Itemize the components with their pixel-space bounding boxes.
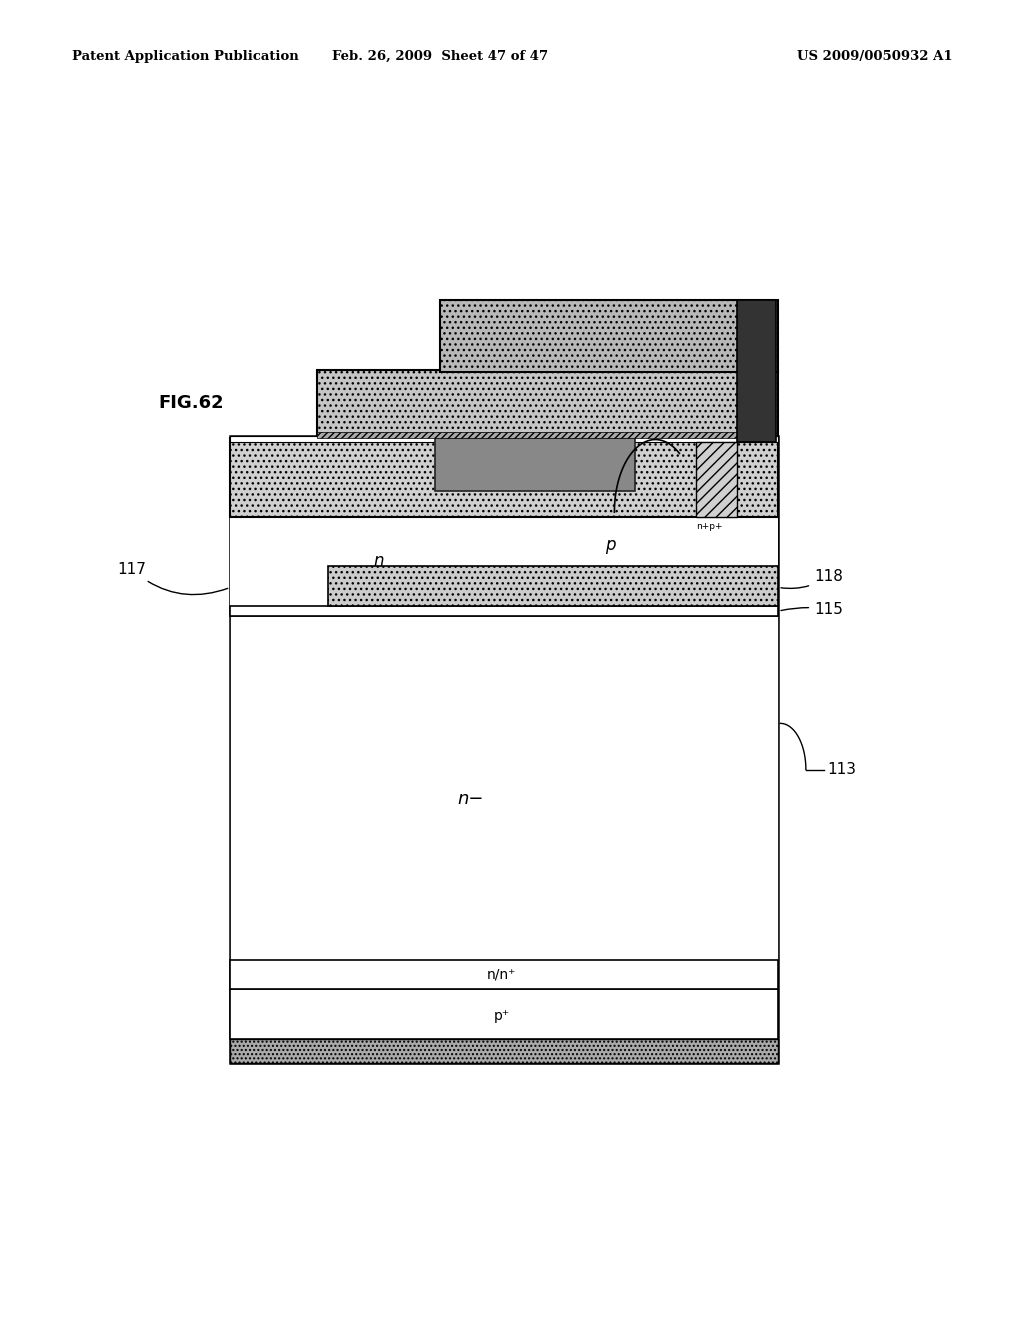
Bar: [230, 606, 778, 616]
Bar: [737, 300, 776, 442]
Text: FIG.62: FIG.62: [159, 393, 224, 412]
Bar: [440, 300, 778, 372]
Bar: [230, 438, 778, 517]
Text: n+p+: n+p+: [696, 523, 723, 531]
Text: n/n⁺: n/n⁺: [487, 968, 516, 981]
Bar: [435, 438, 635, 491]
Text: p⁺: p⁺: [494, 1010, 510, 1023]
Bar: [230, 517, 778, 606]
Bar: [328, 566, 778, 606]
Bar: [230, 1039, 778, 1063]
Text: n−: n−: [458, 789, 484, 808]
Bar: [230, 989, 778, 1039]
Text: n: n: [374, 552, 384, 570]
Text: 113: 113: [827, 762, 856, 777]
Text: 118: 118: [781, 569, 843, 589]
Bar: [230, 616, 778, 960]
Bar: [696, 442, 737, 517]
Text: Feb. 26, 2009  Sheet 47 of 47: Feb. 26, 2009 Sheet 47 of 47: [332, 50, 549, 63]
Bar: [230, 436, 778, 1063]
Text: 117: 117: [118, 562, 227, 594]
Text: US 2009/0050932 A1: US 2009/0050932 A1: [797, 50, 952, 63]
Text: p: p: [605, 536, 615, 554]
Bar: [230, 436, 778, 442]
Bar: [317, 432, 737, 438]
Text: Patent Application Publication: Patent Application Publication: [72, 50, 298, 63]
Bar: [317, 370, 778, 436]
Text: 115: 115: [781, 602, 843, 616]
Bar: [230, 960, 778, 989]
